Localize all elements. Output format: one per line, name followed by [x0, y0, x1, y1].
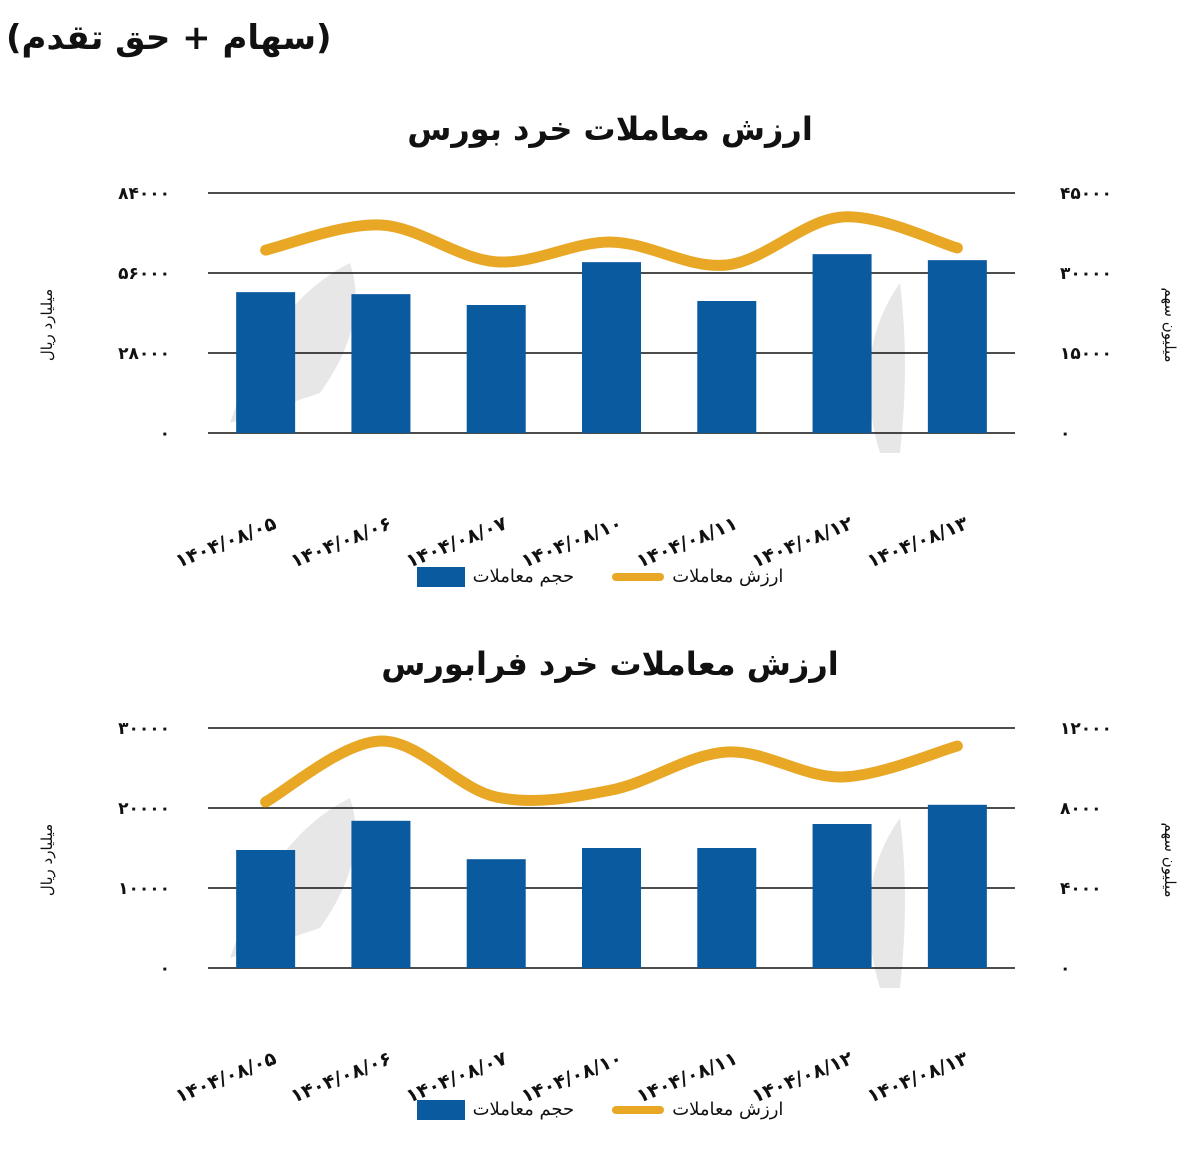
- bar: [582, 262, 641, 433]
- y-tick-right: ۳۰۰۰۰: [1060, 264, 1112, 284]
- value-line: [260, 211, 963, 271]
- chart-title: ارزش معاملات خرد بورس: [407, 110, 813, 148]
- chart-plot: ۰ ۰ ۲۸۰۰۰ ۱۵۰۰۰ ۵۶۰۰۰ ۳۰۰۰۰ ۸۴۰۰۰ ۴۵۰۰۰ میلیارد …: [38, 184, 1179, 573]
- page-subtitle: (سهام + حق تقدم): [6, 18, 332, 58]
- legend-label: حجم معاملات: [472, 1099, 575, 1120]
- bar: [582, 848, 641, 968]
- watermark: [230, 263, 905, 453]
- chart-legend: ارزش معاملات حجم معاملات: [0, 1099, 1200, 1120]
- chart-plot: ۰ ۰ ۱۰۰۰۰ ۴۰۰۰ ۲۰۰۰۰ ۸۰۰۰ ۳۰۰۰۰ ۱۲۰۰۰ میلیارد ری…: [38, 719, 1179, 1108]
- chart-legend: ارزش معاملات حجم معاملات: [0, 566, 1200, 587]
- y-tick-right: ۴۰۰۰: [1060, 879, 1102, 899]
- y-tick-right: ۰: [1060, 424, 1070, 444]
- y-tick-right: ۴۵۰۰۰: [1060, 184, 1112, 204]
- legend-item-volume: حجم معاملات: [416, 1099, 575, 1120]
- legend-item-value: ارزش معاملات: [612, 1099, 783, 1120]
- bar: [236, 850, 296, 968]
- bar: [927, 260, 987, 433]
- bar: [236, 292, 296, 433]
- value-line: [260, 735, 963, 808]
- y-tick-left: ۳۰۰۰۰: [118, 719, 170, 739]
- y-axis-label-right: میلیون سهم: [1161, 822, 1179, 897]
- chart-bourse: ارزش معاملات خرد بورس ۰ ۰ ۲۸۰۰۰ ۱۵۰۰۰ ۵۶۰۰۰ ۳…: [0, 110, 1200, 587]
- y-axis-label-left: میلیارد ریال: [38, 289, 56, 361]
- y-tick-left: ۲۸۰۰۰: [118, 344, 170, 364]
- legend-item-volume: حجم معاملات: [416, 566, 575, 587]
- y-tick-right: ۱۵۰۰۰: [1060, 344, 1112, 364]
- y-tick-left: ۲۰۰۰۰: [118, 799, 170, 819]
- y-axis-label-left: میلیارد ریال: [38, 824, 56, 896]
- bar: [697, 848, 757, 968]
- bar: [812, 824, 872, 968]
- y-tick-left: ۵۶۰۰۰: [118, 264, 170, 284]
- legend-label: ارزش معاملات: [672, 566, 784, 587]
- y-tick-right: ۸۰۰۰: [1060, 799, 1102, 819]
- bar: [351, 294, 411, 433]
- bar-swatch-icon: [416, 566, 465, 587]
- legend-label: حجم معاملات: [472, 566, 575, 587]
- bar: [466, 859, 526, 968]
- bar: [927, 804, 987, 968]
- legend-label: ارزش معاملات: [672, 1099, 784, 1120]
- chart-title: ارزش معاملات خرد فرابورس: [381, 645, 839, 683]
- bar: [697, 301, 757, 433]
- bar: [812, 254, 872, 433]
- bar-swatch-icon: [416, 1099, 465, 1120]
- line-swatch-icon: [612, 572, 665, 581]
- y-tick-left: ۰: [160, 959, 170, 979]
- legend-item-value: ارزش معاملات: [612, 566, 783, 587]
- line-swatch-icon: [612, 1105, 665, 1114]
- bar: [351, 820, 411, 968]
- bar: [466, 305, 526, 433]
- y-tick-right: ۰: [1060, 959, 1070, 979]
- y-axis-label-right: میلیون سهم: [1161, 287, 1179, 362]
- y-tick-left: ۰: [160, 424, 170, 444]
- y-tick-left: ۱۰۰۰۰: [118, 879, 170, 899]
- y-tick-right: ۱۲۰۰۰: [1060, 719, 1112, 739]
- watermark: [230, 798, 905, 988]
- chart-farabourse: ارزش معاملات خرد فرابورس ۰ ۰ ۱۰۰۰۰ ۴۰۰۰ ۲۰۰۰…: [0, 535, 1200, 1150]
- y-tick-left: ۸۴۰۰۰: [118, 184, 170, 204]
